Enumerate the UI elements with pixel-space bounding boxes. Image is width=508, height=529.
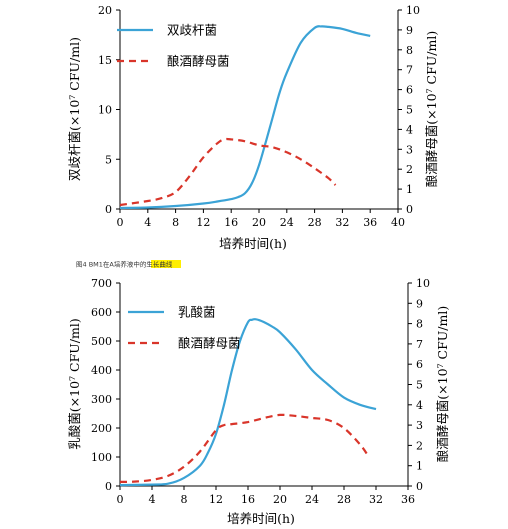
right-y-tick-label: 5 — [406, 104, 413, 117]
x-tick-label: 4 — [149, 493, 156, 506]
x-tick-label: 8 — [172, 216, 179, 229]
chart-2-axes: 0 4 8 12 16 20 24 28 32 3601002003004005006007000… — [91, 277, 430, 506]
x-tick-label: 4 — [144, 216, 151, 229]
x-tick-label: 0 — [117, 493, 124, 506]
right-y-tick-label: 8 — [416, 318, 423, 331]
right-y-tick-label: 1 — [416, 460, 423, 473]
svg-text:图4 BM1在A培养液中的生长曲线: 图4 BM1在A培养液中的生长曲线 — [76, 260, 173, 269]
left-y-tick-label: 600 — [91, 306, 112, 319]
right-y-tick-label: 7 — [416, 338, 423, 351]
x-tick-label: 12 — [196, 216, 210, 229]
right-y-tick-label: 7 — [406, 64, 413, 77]
caption: 图4 BM1在A培养液中的生长曲线 — [76, 260, 181, 269]
chart-1-left-axis-label: 双歧杆菌(×10⁷ CFU/ml) — [67, 37, 82, 181]
right-y-tick-label: 9 — [406, 24, 413, 37]
chart-2-left-axis-label: 乳酸菌(×10⁷ CFU/ml) — [67, 318, 82, 449]
right-y-tick-label: 8 — [406, 44, 413, 57]
right-y-tick-label: 10 — [416, 277, 430, 290]
left-y-tick-label: 700 — [91, 277, 112, 290]
right-y-tick-label: 1 — [406, 183, 413, 196]
right-y-tick-label: 6 — [416, 358, 423, 371]
chart-1-series — [119, 25, 371, 210]
right-y-tick-label: 3 — [406, 143, 413, 156]
right-y-tick-label: 0 — [416, 480, 423, 493]
series-line-1 — [119, 318, 377, 487]
chart-2-right-axis-label: 酿酒酵母菌(×10⁷ CFU/ml) — [435, 306, 450, 462]
left-y-tick-label: 10 — [98, 104, 112, 117]
left-y-tick-label: 300 — [91, 393, 112, 406]
x-tick-label: 32 — [335, 216, 349, 229]
x-tick-label: 28 — [337, 493, 351, 506]
legend-label-2: 酿酒酵母菌 — [167, 54, 230, 69]
x-tick-label: 24 — [280, 216, 294, 229]
right-y-tick-label: 3 — [416, 419, 423, 432]
left-y-tick-label: 15 — [98, 54, 112, 67]
left-y-tick-label: 100 — [91, 451, 112, 464]
right-y-tick-label: 6 — [406, 84, 413, 97]
chart-1-x-axis-label: 培养时间(h) — [219, 236, 287, 251]
right-y-tick-label: 10 — [406, 4, 420, 17]
x-tick-label: 0 — [117, 216, 124, 229]
caption-highlight — [151, 260, 181, 268]
left-y-tick-label: 0 — [105, 480, 112, 493]
x-tick-label: 40 — [391, 216, 405, 229]
x-tick-label: 32 — [369, 493, 383, 506]
left-y-tick-label: 500 — [91, 335, 112, 348]
legend-label-2: 酿酒酵母菌 — [178, 336, 241, 351]
x-tick-label: 12 — [209, 493, 223, 506]
right-y-tick-label: 0 — [406, 203, 413, 216]
right-y-tick-label: 2 — [416, 439, 423, 452]
chart-1: 0 4 8 12 16 20 24 28 32 36 4005101520012345678910 … — [67, 4, 439, 251]
x-tick-label: 24 — [305, 493, 319, 506]
x-tick-label: 28 — [308, 216, 322, 229]
right-y-tick-label: 9 — [416, 297, 423, 310]
left-y-tick-label: 400 — [91, 364, 112, 377]
right-y-tick-label: 4 — [406, 123, 413, 136]
x-tick-label: 36 — [363, 216, 377, 229]
x-tick-label: 20 — [252, 216, 266, 229]
right-y-tick-label: 2 — [406, 163, 413, 176]
chart-2: 0 4 8 12 16 20 24 28 32 3601002003004005006007000… — [67, 277, 450, 526]
caption-highlight-text: 生长曲线 — [146, 260, 173, 269]
series-line-2 — [119, 137, 337, 207]
right-y-tick-label: 4 — [416, 399, 423, 412]
x-tick-label: 8 — [181, 493, 188, 506]
x-tick-label: 16 — [241, 493, 255, 506]
left-y-tick-label: 200 — [91, 422, 112, 435]
legend-label-1: 乳酸菌 — [178, 305, 216, 320]
series-line-1 — [119, 25, 371, 210]
legend-label-1: 双歧杆菌 — [167, 23, 217, 38]
x-tick-label: 16 — [224, 216, 238, 229]
chart-2-series — [119, 318, 377, 487]
right-y-tick-label: 5 — [416, 379, 423, 392]
chart-1-right-axis-label: 酿酒酵母菌(×10⁷ CFU/ml) — [424, 31, 439, 187]
series-line-2 — [119, 413, 369, 483]
chart-2-x-axis-label: 培养时间(h) — [227, 511, 295, 526]
left-y-tick-label: 5 — [105, 153, 112, 166]
left-y-tick-label: 0 — [105, 203, 112, 216]
x-tick-label: 36 — [401, 493, 415, 506]
x-tick-label: 20 — [273, 493, 287, 506]
caption-prefix: 图4 BM1在A培养液中的 — [76, 260, 147, 269]
left-y-tick-label: 20 — [98, 4, 112, 17]
